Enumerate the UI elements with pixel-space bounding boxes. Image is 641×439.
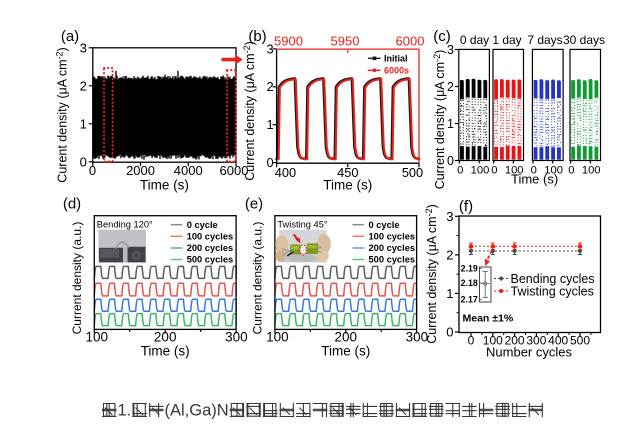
svg-text:Current density (a.u.): Current density (a.u.) <box>70 222 84 335</box>
svg-text:100: 100 <box>86 330 109 345</box>
svg-text:200: 200 <box>154 330 177 345</box>
svg-text:500 cycles: 500 cycles <box>369 255 416 265</box>
svg-text:500: 500 <box>570 334 590 348</box>
svg-text:500: 500 <box>402 165 423 180</box>
svg-text:(Al,Ga)N: (Al,Ga)N <box>165 401 229 419</box>
svg-text:300: 300 <box>406 330 429 345</box>
svg-text:(d): (d) <box>63 196 81 213</box>
svg-text:1: 1 <box>80 116 87 131</box>
svg-text:6000: 6000 <box>396 34 425 49</box>
svg-text:0: 0 <box>531 164 537 176</box>
svg-text:Twisting 45°: Twisting 45° <box>277 219 328 229</box>
svg-text:Curent density (μA cm-2): Curent density (μA cm-2) <box>55 47 70 182</box>
svg-text:1 day: 1 day <box>492 33 521 47</box>
svg-text:2000: 2000 <box>126 163 155 178</box>
svg-text:2.18: 2.18 <box>461 278 478 288</box>
svg-text:100 cycles: 100 cycles <box>187 232 234 242</box>
svg-text:500 cycles: 500 cycles <box>187 255 234 265</box>
svg-text:Time (s): Time (s) <box>511 172 558 187</box>
svg-text:Current density (μA cm-2): Current density (μA cm-2) <box>424 204 439 344</box>
svg-text:400: 400 <box>548 334 568 348</box>
svg-text:(e): (e) <box>245 196 263 213</box>
svg-text:0: 0 <box>568 164 574 176</box>
svg-text:100 cycles: 100 cycles <box>369 232 416 242</box>
svg-text:3: 3 <box>447 43 454 57</box>
svg-text:2.19: 2.19 <box>461 264 478 274</box>
svg-text:200 cycles: 200 cycles <box>187 243 234 253</box>
svg-text:5950: 5950 <box>331 34 360 49</box>
svg-text:2: 2 <box>266 79 273 94</box>
svg-text:7 days: 7 days <box>527 33 562 47</box>
svg-text:(f): (f) <box>459 198 473 215</box>
svg-text:(c): (c) <box>433 28 451 45</box>
svg-text:Initial: Initial <box>384 53 408 63</box>
svg-text:0: 0 <box>468 334 475 348</box>
svg-text:Time (s): Time (s) <box>321 344 370 359</box>
svg-text:0: 0 <box>446 325 453 340</box>
svg-text:1: 1 <box>266 117 273 132</box>
svg-text:100: 100 <box>582 164 601 176</box>
svg-text:30 days: 30 days <box>563 33 605 47</box>
svg-text:(a): (a) <box>61 28 79 45</box>
svg-text:Time (s): Time (s) <box>323 178 372 193</box>
svg-text:450: 450 <box>337 165 358 180</box>
svg-text:Bending 120°: Bending 120° <box>97 219 153 229</box>
svg-text:0: 0 <box>447 154 454 168</box>
svg-text:3: 3 <box>446 209 453 224</box>
svg-text:1: 1 <box>447 117 454 131</box>
svg-text:6000: 6000 <box>220 163 249 178</box>
svg-text:0 cycle: 0 cycle <box>187 220 218 230</box>
svg-text:0 day: 0 day <box>460 33 489 47</box>
svg-text:Time (s): Time (s) <box>141 344 190 359</box>
svg-text:200 cycles: 200 cycles <box>369 243 416 253</box>
svg-text:100: 100 <box>471 164 490 176</box>
svg-text:(b): (b) <box>248 28 266 45</box>
svg-text:Bending cycles: Bending cycles <box>511 272 595 286</box>
svg-text:Time (s): Time (s) <box>140 178 189 193</box>
svg-text:0: 0 <box>80 154 87 169</box>
svg-text:0: 0 <box>457 164 463 176</box>
svg-text:Current density (μA cm-2): Current density (μA cm-2) <box>242 41 257 181</box>
svg-text:Number cycles: Number cycles <box>486 345 572 360</box>
svg-text:1: 1 <box>446 286 453 301</box>
svg-text:0 cycle: 0 cycle <box>369 220 400 230</box>
svg-text:300: 300 <box>526 334 546 348</box>
svg-text:Twisting cycles: Twisting cycles <box>511 285 594 299</box>
svg-text:Mean ±1%: Mean ±1% <box>463 313 514 325</box>
svg-text:4000: 4000 <box>174 163 203 178</box>
svg-text:0: 0 <box>491 164 497 176</box>
svg-text:2.17: 2.17 <box>461 295 478 305</box>
svg-text:2: 2 <box>447 80 454 94</box>
svg-text:3: 3 <box>80 40 87 55</box>
svg-text:100: 100 <box>505 164 524 176</box>
svg-text:400: 400 <box>275 165 296 180</box>
svg-text:300: 300 <box>225 330 248 345</box>
svg-text:6000s: 6000s <box>384 65 409 75</box>
svg-text:5900: 5900 <box>274 34 303 49</box>
svg-text:Current density (a.u.): Current density (a.u.) <box>251 222 265 335</box>
svg-text:0: 0 <box>89 163 96 178</box>
svg-text:100: 100 <box>266 330 289 345</box>
svg-text:2: 2 <box>446 247 453 262</box>
svg-text:Current density (μA cm-2): Current density (μA cm-2) <box>432 50 447 190</box>
svg-text:2: 2 <box>80 78 87 93</box>
svg-text:200: 200 <box>334 330 357 345</box>
svg-text:1.: 1. <box>118 401 132 419</box>
svg-text:100: 100 <box>544 164 563 176</box>
svg-text:100: 100 <box>483 334 503 348</box>
svg-text:200: 200 <box>505 334 525 348</box>
svg-text:0: 0 <box>266 155 273 170</box>
svg-text:3: 3 <box>266 41 273 56</box>
